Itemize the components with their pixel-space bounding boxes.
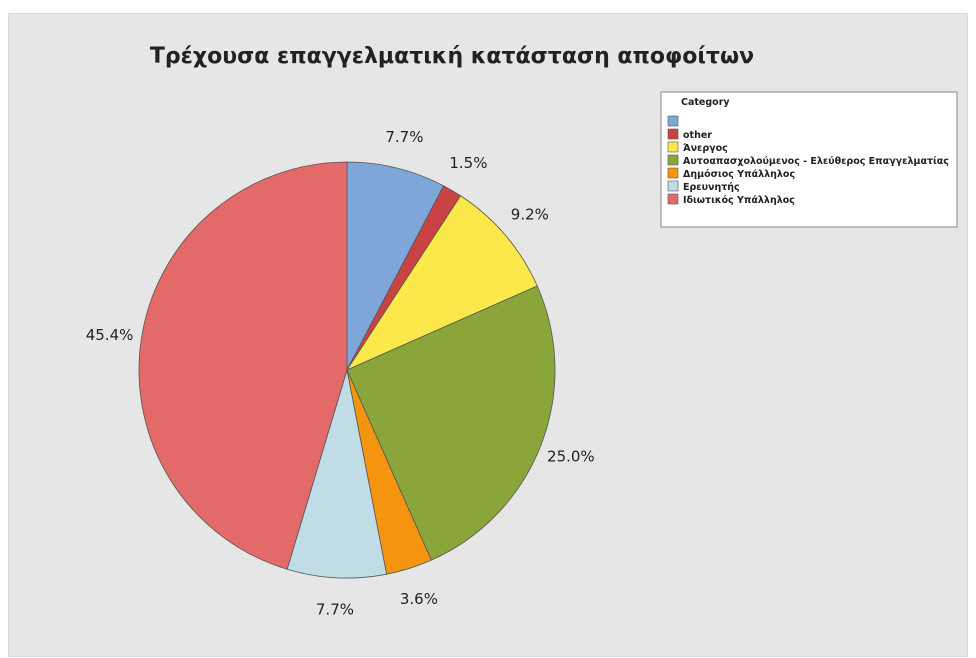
legend-swatch (667, 193, 679, 205)
pie-slices (138, 161, 556, 579)
legend-items: other Άνεργος Αυτοαπασχολούμενος - Ελεύθερ… (667, 115, 949, 206)
data-label: 9.2% (511, 206, 549, 224)
data-label: 7.7% (385, 128, 423, 146)
legend-label: Ιδιωτικός Υπάλληλος (683, 195, 795, 206)
legend-label: other (683, 130, 712, 141)
legend-swatch (667, 141, 679, 153)
chart-frame: Τρέχουσα επαγγελματική κατάσταση αποφοίτ… (8, 13, 968, 657)
chart-title: Τρέχουσα επαγγελματική κατάσταση αποφοίτ… (150, 44, 754, 69)
pie-slice (138, 161, 348, 570)
legend-title: Category (681, 97, 730, 108)
legend-swatch (667, 180, 679, 192)
pie-slice (345, 195, 538, 371)
legend-swatch (667, 154, 679, 166)
legend-label: Άνεργος (683, 143, 728, 154)
data-label: 25.0% (547, 448, 595, 466)
pie-data-labels: 7.7% 1.5% 9.2% 25.0% 3.6% 7.7% 45.4% (86, 128, 595, 619)
legend-swatch (667, 128, 679, 140)
legend-box (660, 91, 958, 228)
legend-label: Αυτοαπασχολούμενος - Ελεύθερος Επαγγελμα… (683, 156, 949, 167)
data-label: 45.4% (86, 326, 134, 344)
legend-swatch (667, 115, 679, 127)
pie-slice (286, 369, 388, 579)
legend-swatch (667, 167, 679, 179)
legend: Category other Άνεργος Αυτοαπασχολούμενος … (660, 91, 958, 228)
data-label: 7.7% (316, 601, 354, 619)
data-label: 3.6% (400, 590, 438, 608)
pie-slice (346, 161, 445, 371)
data-label: 1.5% (449, 154, 487, 172)
legend-label: Ερευνητής (683, 182, 740, 193)
pie-slice (346, 285, 556, 561)
pie-chart: Τρέχουσα επαγγελματική κατάσταση αποφοίτ… (86, 44, 958, 619)
legend-label: Δημόσιος Υπάλληλος (683, 169, 795, 180)
